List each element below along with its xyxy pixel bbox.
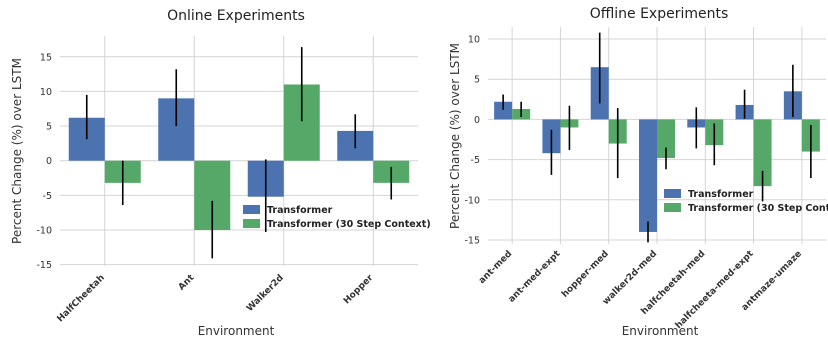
bar [753,119,772,187]
legend-label: Transformer [267,205,333,216]
y-tick-label: -10 [464,195,480,206]
legend-swatch [243,219,260,228]
x-tick-label: Hopper [342,273,376,307]
x-tick-label: ant-med [477,249,514,286]
bar [657,119,675,159]
y-tick-label: -5 [43,191,52,202]
chart-offline: -15 -10 -5 0 5 10 ant-medant-med-expthopper-me… [448,6,828,338]
y-tick-label: 0 [46,156,52,167]
x-axis-label: Environment [622,324,699,338]
x-tick-label: halfcheeta-med-expt [674,249,756,331]
legend: Transformer Transformer (30 Step Context) [243,205,431,230]
x-axis-label: Environment [198,324,275,338]
x-tick-label: Ant [177,273,197,293]
legend-swatch [243,205,260,214]
y-tick-label: -15 [36,260,52,271]
x-tick-label: Walker2d [245,273,286,314]
legend-swatch [664,203,681,212]
legend-label: Transformer (30 Step Context) [688,203,828,214]
x-tick-label: ant-med-expt [507,249,563,305]
bar [494,101,513,120]
y-tick-label: 15 [40,52,52,63]
bar [639,119,657,232]
y-tick-label: 10 [468,35,480,46]
legend-label: Transformer [688,189,754,200]
chart-title: Online Experiments [167,8,305,24]
chart-title: Offline Experiments [590,6,729,22]
y-axis-label: Percent Change (%) over LSTM [10,58,24,244]
y-tick-label: 10 [40,87,52,98]
y-tick-label: -15 [464,235,480,246]
y-tick-label: -10 [36,225,52,236]
legend: Transformer Transformer (30 Step Context) [664,189,828,214]
legend-label: Transformer (30 Step Context) [267,219,431,230]
x-tick-label: HalfCheetah [56,273,107,324]
x-tick-label: hopper-med [560,249,611,300]
y-tick-label: 0 [474,115,480,126]
chart-online: -15 -10 -5 0 5 10 15 HalfCheetah Ant Walker2d Hopp… [10,8,431,338]
y-axis-label: Percent Change (%) over LSTM [448,43,462,229]
y-tick-label: 5 [474,75,480,86]
y-tick-label: 5 [46,122,52,133]
y-tick-label: -5 [471,155,480,166]
legend-swatch [664,189,681,198]
